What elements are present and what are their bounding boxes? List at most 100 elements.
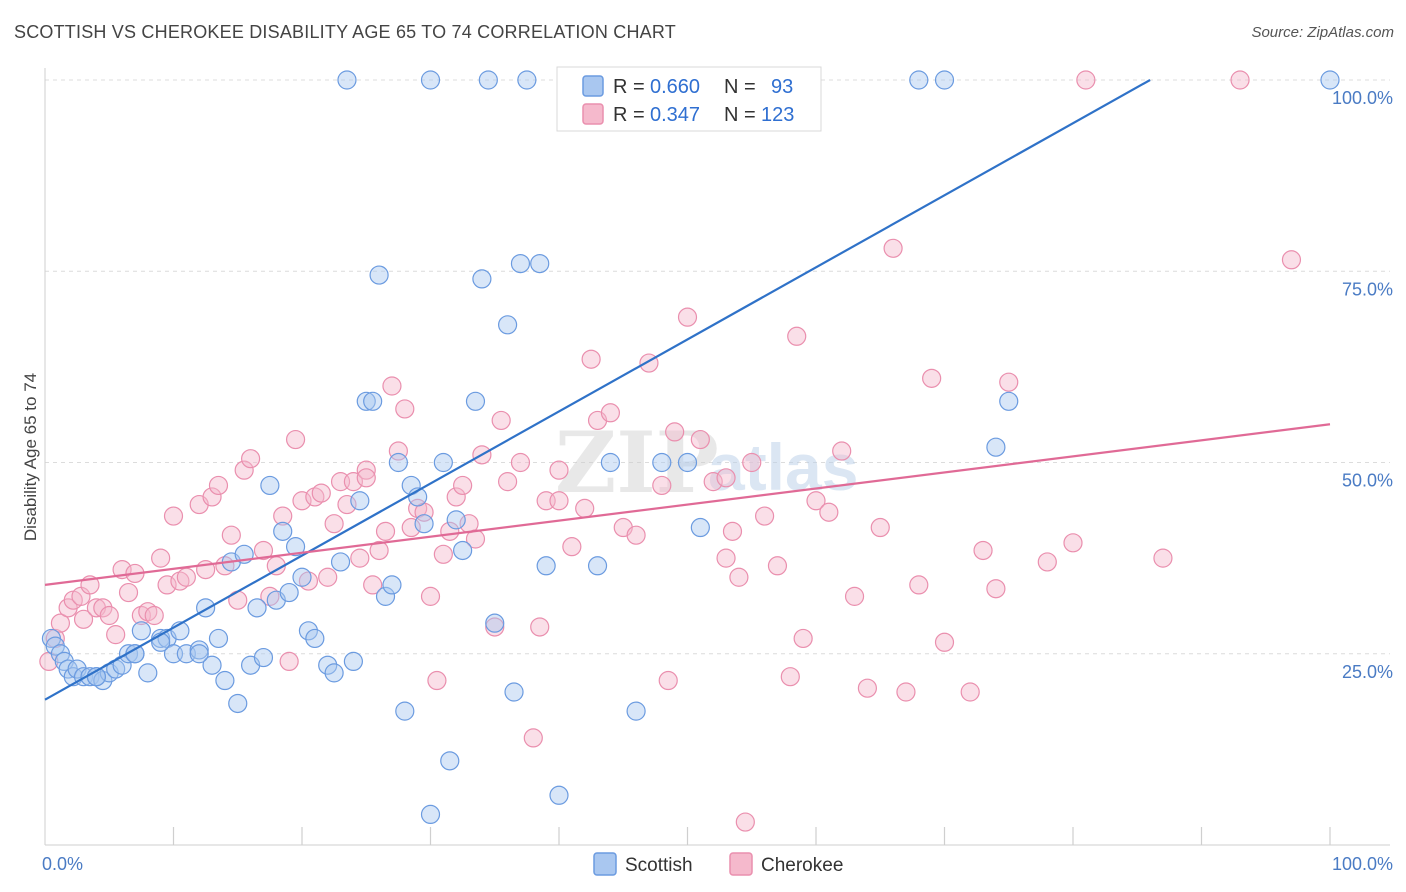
- scottish-point-17: [138, 663, 158, 683]
- cherokee-point-116: [1076, 70, 1096, 90]
- scottish-point-46: [350, 491, 370, 511]
- scottish-point-38: [285, 537, 306, 557]
- scottish-point-45: [343, 651, 363, 672]
- legend-scottish-n-value: 93: [771, 76, 793, 98]
- scottish-point-43: [324, 663, 344, 683]
- scottish-point-57: [420, 804, 441, 825]
- scottish-point-70: [536, 556, 556, 576]
- scottish-point-85: [986, 437, 1006, 457]
- cherokee-point-53: [388, 441, 408, 461]
- cherokee-point-113: [999, 372, 1019, 392]
- cherokee-point-109: [934, 632, 955, 652]
- cherokee-point-84: [658, 670, 678, 691]
- scottish-point-68: [517, 70, 537, 90]
- cherokee-point-48: [356, 460, 376, 480]
- cherokee-point-38: [292, 491, 312, 511]
- cherokee-point-50: [369, 540, 389, 561]
- cherokee-point-107: [909, 575, 929, 595]
- legend-swatch-scottish: [582, 75, 604, 97]
- cherokee-point-108: [922, 368, 942, 388]
- cherokee-point-25: [202, 487, 222, 507]
- cherokee-point-63: [453, 475, 473, 496]
- cherokee-point-13: [118, 582, 139, 603]
- scottish-point-59: [440, 751, 460, 771]
- scottish-point-74: [478, 70, 498, 90]
- scottish-point-63: [472, 269, 492, 289]
- cherokee-point-90: [722, 521, 743, 541]
- y-tick-label-2: 75.0%: [1342, 279, 1393, 299]
- scottish-point-47: [356, 391, 376, 411]
- scottish-point-29: [228, 693, 248, 714]
- source-credit: Source: ZipAtlas.com: [1251, 24, 1394, 41]
- cherokee-point-121: [356, 468, 376, 488]
- scottish-point-56: [414, 514, 434, 534]
- chart-title: SCOTTISH VS CHEROKEE DISABILITY AGE 65 T…: [14, 22, 676, 42]
- cherokee-point-10: [99, 605, 119, 626]
- cherokee-point-100: [819, 502, 839, 522]
- scottish-point-78: [652, 452, 672, 473]
- cherokee-point-93: [742, 452, 762, 473]
- scottish-point-16: [131, 621, 151, 641]
- scottish-point-75: [587, 556, 608, 576]
- scottish-point-53: [395, 701, 415, 721]
- cherokee-point-122: [549, 491, 569, 511]
- scottish-point-79: [677, 452, 698, 473]
- legend-cherokee-n-value: 123: [761, 104, 794, 126]
- scottish-point-84: [934, 70, 955, 90]
- cherokee-point-98: [793, 628, 813, 649]
- cherokee-point-45: [337, 494, 357, 515]
- cherokee-point-22: [176, 567, 196, 587]
- scottish-point-77: [626, 701, 646, 721]
- bottom-legend-swatch-scottish: [593, 852, 617, 876]
- cherokee-point-83: [652, 475, 672, 496]
- cherokee-point-35: [273, 506, 293, 526]
- cherokee-point-70: [510, 452, 531, 473]
- cherokee-point-62: [446, 487, 466, 507]
- bottom-legend-swatch-cherokee: [729, 852, 753, 876]
- bottom-legend-label-cherokee: Cherokee: [761, 855, 843, 876]
- legend-swatch-cherokee: [582, 103, 604, 125]
- cherokee-point-75: [562, 537, 582, 557]
- cherokee-point-51: [375, 521, 396, 541]
- cherokee-point-31: [241, 449, 261, 469]
- axes: [44, 68, 1390, 846]
- scottish-point-25: [202, 655, 222, 675]
- cherokee-point-6: [73, 609, 94, 629]
- cherokee-point-86: [677, 307, 698, 327]
- cherokee-point-102: [844, 586, 865, 606]
- scottish-point-27: [215, 670, 235, 691]
- scottish-point-60: [446, 510, 466, 530]
- cherokee-point-17: [144, 605, 164, 626]
- y-tick-label-1: 50.0%: [1342, 471, 1393, 491]
- cherokee-point-18: [151, 548, 171, 568]
- y-tick-label-0: 25.0%: [1342, 662, 1393, 682]
- scottish-point-73: [420, 70, 441, 90]
- cherokee-trendline: [44, 423, 1331, 586]
- cherokee-point-105: [883, 238, 903, 258]
- legend-cherokee-n-label: N =: [724, 104, 756, 126]
- legend-scottish-r-label: R =: [613, 76, 645, 98]
- cherokee-point-72: [530, 617, 550, 637]
- cherokee-point-77: [581, 349, 601, 369]
- cherokee-point-42: [318, 567, 338, 587]
- cherokee-point-106: [896, 682, 916, 702]
- scottish-point-44: [330, 552, 351, 572]
- scottish-point-42: [318, 655, 338, 675]
- scottish-point-83: [909, 70, 929, 90]
- cherokee-point-117: [1153, 548, 1173, 568]
- cherokee-point-85: [665, 422, 685, 442]
- scottish-trendline: [44, 79, 1151, 701]
- cherokee-point-49: [363, 575, 383, 595]
- cherokee-points: [39, 70, 1302, 832]
- cherokee-point-88: [703, 472, 723, 492]
- y-axis-label: Disability Age 65 to 74: [21, 373, 40, 541]
- scottish-point-87: [1320, 70, 1340, 90]
- scottish-points: [41, 70, 1340, 825]
- scottish-point-48: [363, 391, 383, 411]
- gridlines: [45, 79, 1390, 655]
- cherokee-point-36: [279, 651, 299, 672]
- cherokee-point-52: [382, 376, 402, 396]
- scottish-point-49: [369, 265, 389, 285]
- cherokee-point-19: [157, 575, 177, 595]
- scottish-point-76: [600, 452, 621, 473]
